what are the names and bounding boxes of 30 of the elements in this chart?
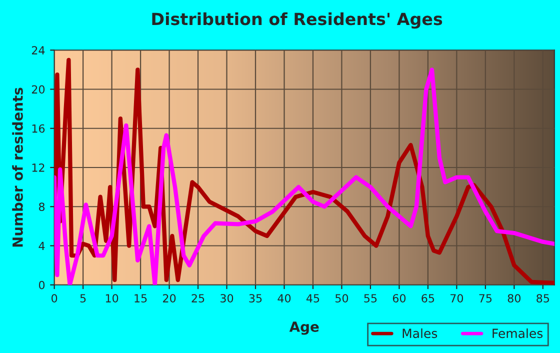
y-tick-label: 4 [38, 242, 45, 250]
x-tick-label: 80 [508, 294, 520, 302]
x-tick-label: 30 [220, 294, 234, 302]
y-tick-label: 8 [38, 202, 45, 211]
x-tick-label: 50 [336, 294, 348, 302]
x-axis-title: Age [289, 322, 319, 335]
x-tick-label: 85 [536, 294, 550, 302]
x-tick-label: 20 [163, 294, 176, 302]
x-tick-label: 65 [422, 294, 434, 302]
chart-title: Distribution of Residents' Ages [152, 12, 442, 29]
y-tick-label: 0 [38, 280, 45, 290]
x-tick-label: 5 [80, 294, 86, 302]
x-tick-label: 15 [134, 294, 147, 302]
x-tick-label: 60 [392, 294, 406, 302]
x-tick-label: 25 [192, 294, 204, 302]
x-tick-label: 55 [364, 294, 377, 302]
x-tick-label: 45 [306, 294, 320, 302]
x-tick-label: 40 [278, 294, 291, 302]
y-tick-label: 12 [32, 163, 44, 172]
y-tick-label: 24 [32, 46, 45, 54]
x-tick-label: 35 [249, 294, 262, 302]
x-tick-label: 70 [450, 294, 464, 302]
y-tick-label: 16 [32, 124, 45, 133]
legend-label: Females [492, 328, 543, 338]
x-tick-label: 75 [479, 294, 492, 302]
legend-label: Males [402, 328, 438, 338]
x-tick-label: 0 [52, 294, 58, 302]
y-tick-label: 20 [32, 85, 45, 94]
y-axis-title: Number of residents [12, 88, 23, 247]
x-tick-label: 10 [106, 294, 118, 302]
